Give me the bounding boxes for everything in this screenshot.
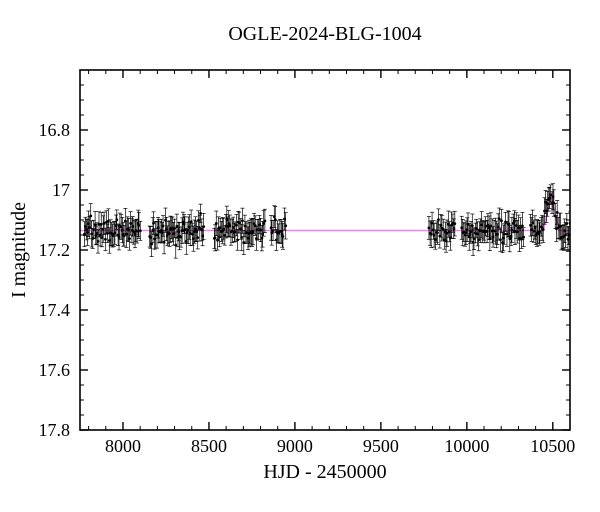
y-tick-label: 17: [52, 180, 70, 200]
y-axis-label: I magnitude: [8, 202, 30, 298]
x-tick-label: 8000: [105, 436, 141, 456]
x-tick-label: 10500: [530, 436, 575, 456]
x-tick-label: 9000: [277, 436, 313, 456]
y-tick-label: 16.8: [39, 120, 71, 140]
x-tick-label: 10000: [444, 436, 489, 456]
y-tick-label: 17.2: [39, 240, 71, 260]
chart-title: OGLE-2024-BLG-1004: [228, 23, 421, 45]
x-axis-label: HJD - 2450000: [263, 461, 386, 483]
y-tick-label: 17.8: [39, 420, 71, 440]
chart-svg: 8000 8500 9000 9500 10000 10500 16.8 17 17.2 17.4…: [0, 0, 600, 512]
x-tick-label: 9500: [363, 436, 399, 456]
lightcurve-chart: 8000 8500 9000 9500 10000 10500 16.8 17 17.2 17.4…: [0, 0, 600, 512]
y-tick-label: 17.4: [39, 300, 71, 320]
y-tick-label: 17.6: [39, 360, 71, 380]
x-tick-label: 8500: [191, 436, 227, 456]
